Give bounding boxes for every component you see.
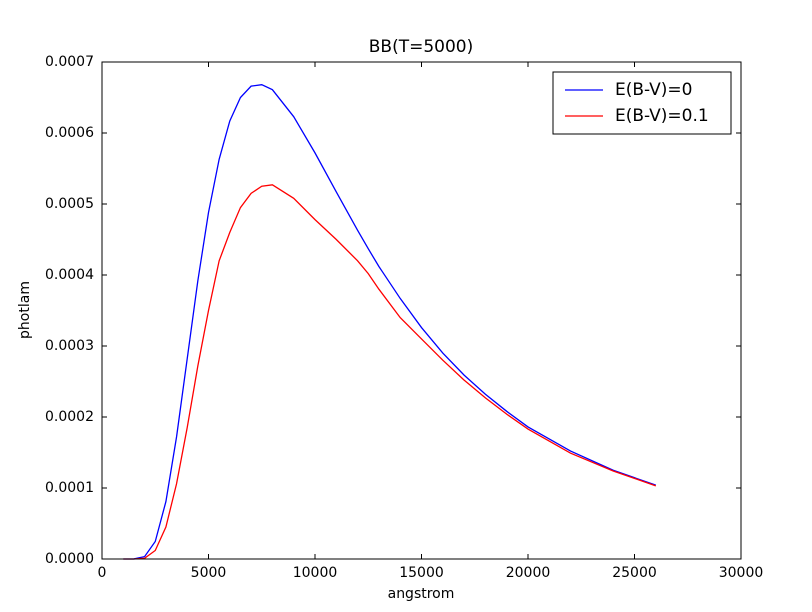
legend-label: E(B-V)=0 — [615, 80, 693, 100]
legend: E(B-V)=0 E(B-V)=0.1 — [552, 71, 732, 135]
chart-title: BB(T=5000) — [369, 37, 473, 57]
x-tick-label: 20000 — [506, 565, 551, 581]
y-tick-label: 0.0001 — [45, 480, 94, 496]
y-tick-label: 0.0003 — [45, 338, 94, 354]
y-tick-label: 0.0004 — [45, 267, 94, 283]
y-tick-label: 0.0007 — [45, 54, 94, 70]
x-axis-label: angstrom — [388, 586, 455, 602]
y-tick-label: 0.0000 — [45, 551, 94, 567]
data-line — [123, 84, 657, 560]
y-tick-label: 0.0006 — [45, 125, 94, 141]
legend-box — [552, 71, 732, 135]
x-tick-label: 25000 — [612, 565, 657, 581]
x-tick-label: 0 — [98, 565, 107, 581]
x-tick-label: 30000 — [719, 565, 764, 581]
y-tick-label: 0.0005 — [45, 196, 94, 212]
data-line — [123, 184, 657, 560]
y-axis-label: photlam — [17, 281, 33, 339]
x-tick-label: 15000 — [399, 565, 444, 581]
x-tick-label: 5000 — [191, 565, 227, 581]
plot-frame — [101, 61, 742, 560]
y-tick-label: 0.0002 — [45, 409, 94, 425]
x-tick-label: 10000 — [293, 565, 338, 581]
legend-label: E(B-V)=0.1 — [615, 106, 709, 126]
